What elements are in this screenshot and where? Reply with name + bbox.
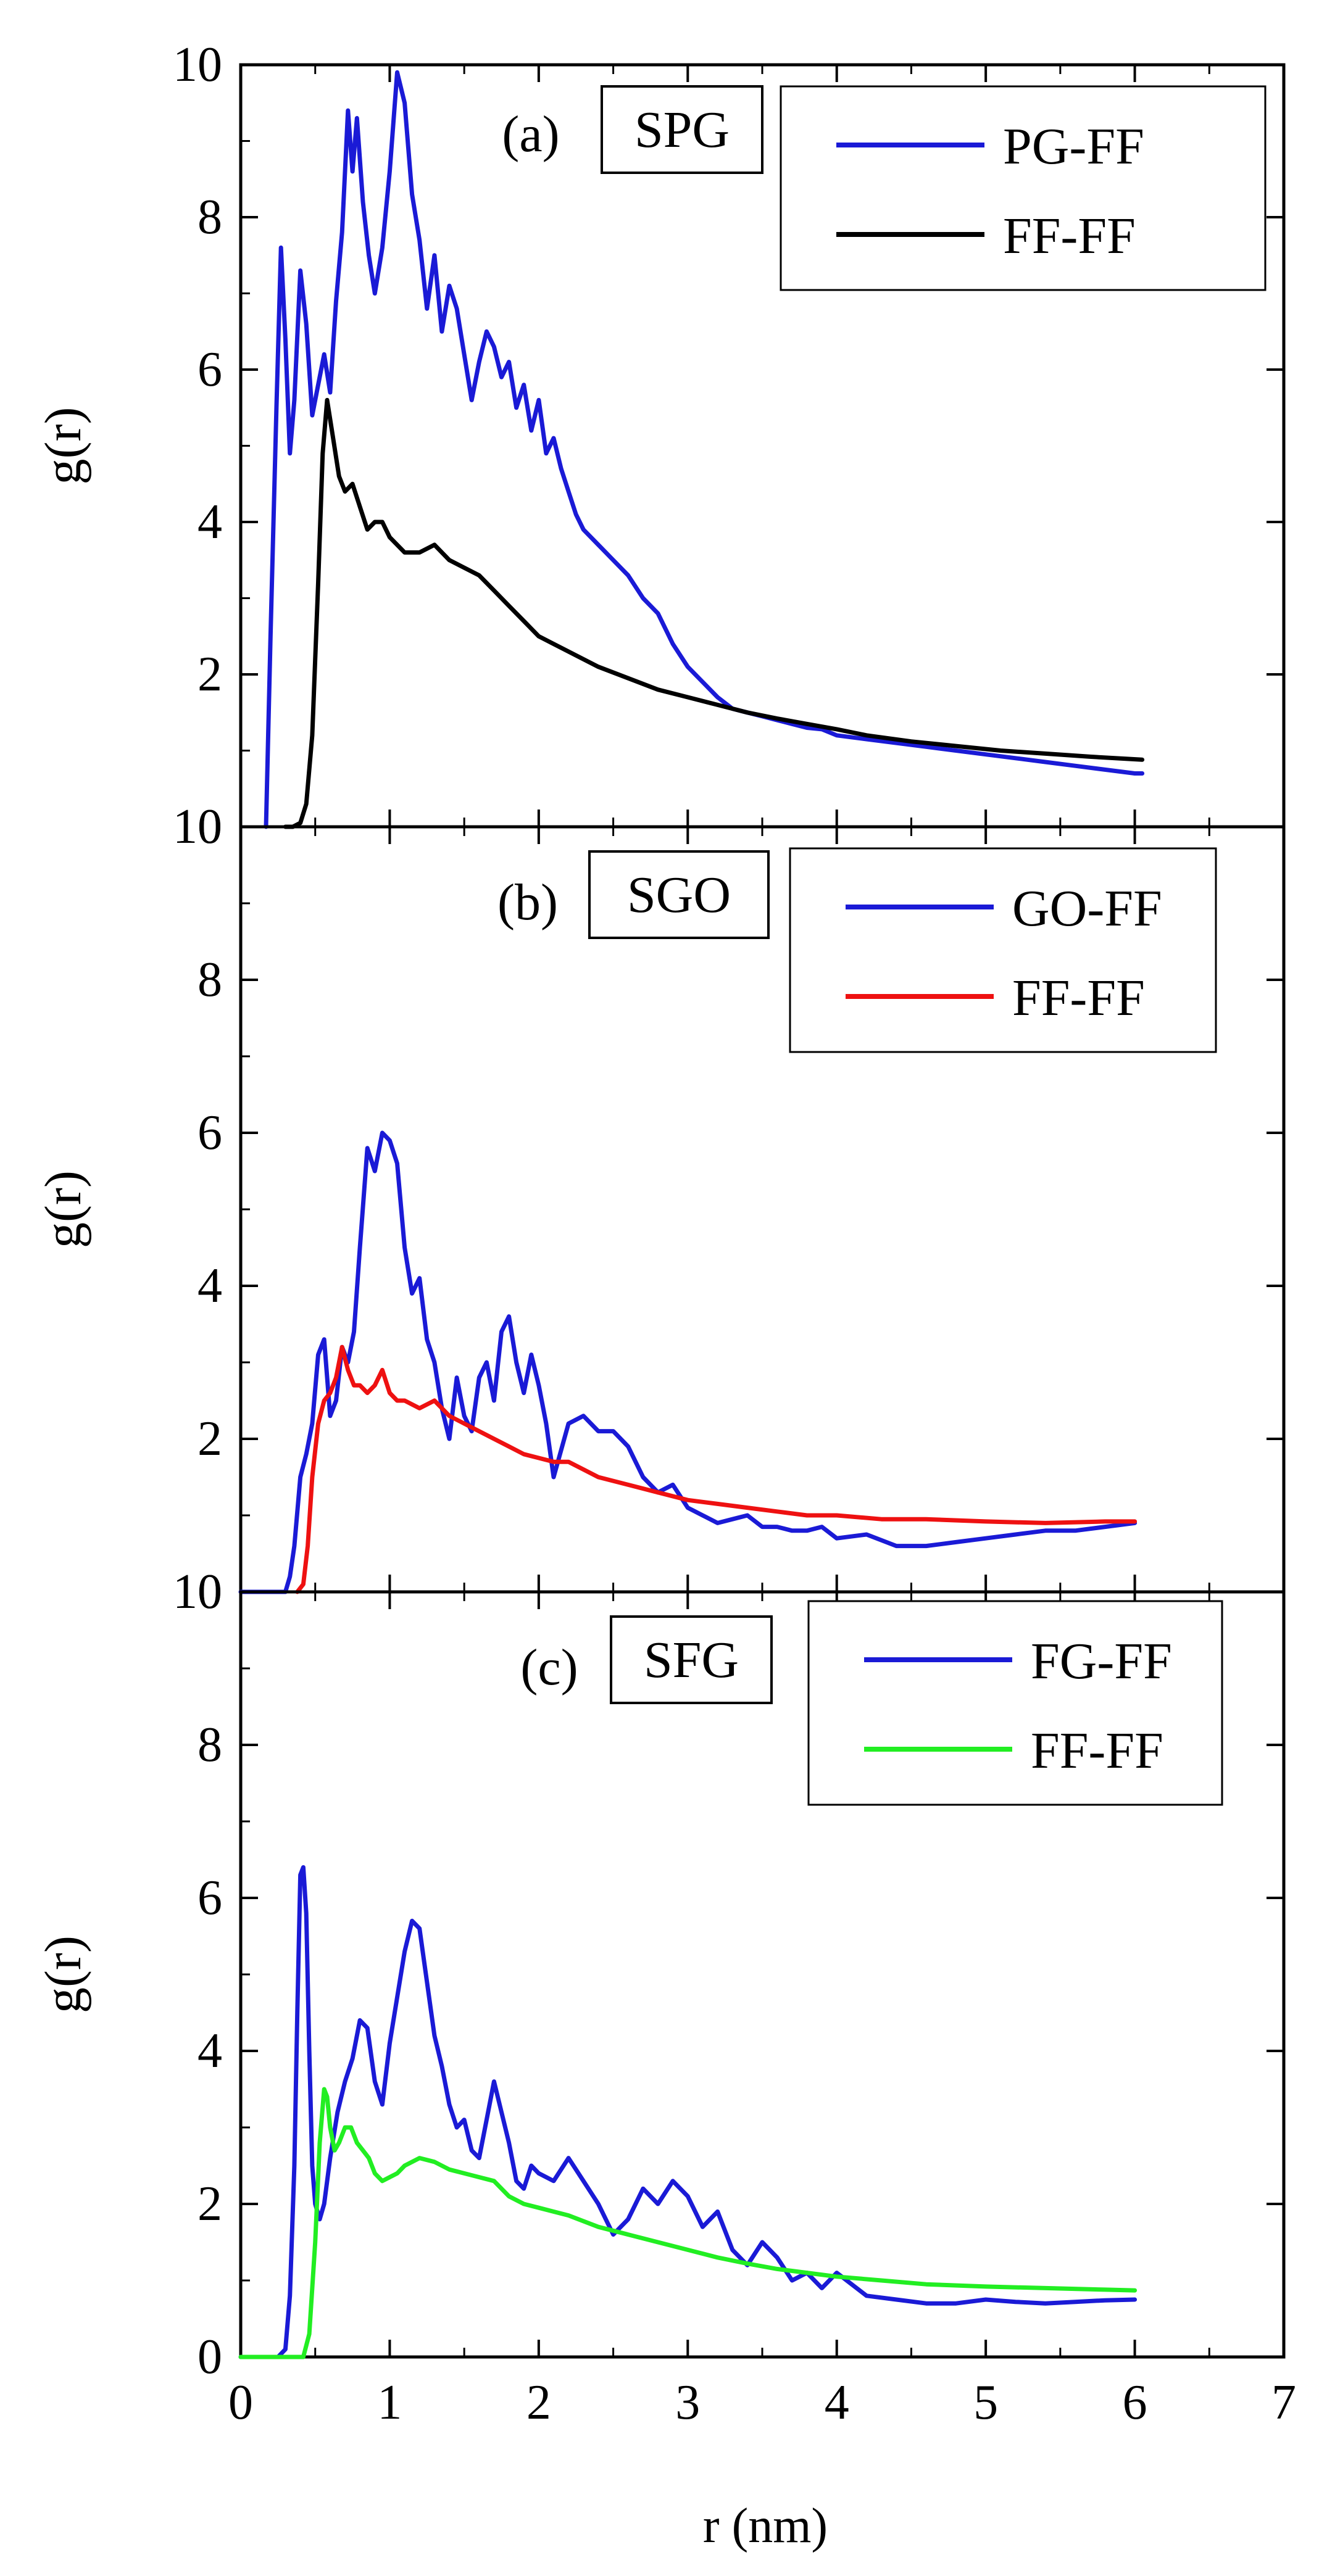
y-tick-label: 4: [198, 2024, 222, 2078]
y-tick-label: 10: [173, 800, 222, 854]
legend-label: PG-FF: [1003, 118, 1144, 175]
x-axis-label: r (nm): [703, 2499, 828, 2553]
system-label-box: [601, 85, 763, 174]
y-tick-label: 8: [198, 1718, 222, 1772]
y-tick-label: 4: [198, 1259, 222, 1313]
y-axis-label: g(r): [35, 1170, 92, 1248]
y-tick-label: 8: [198, 190, 222, 244]
series-line-ff-ff: [295, 1344, 1138, 1594]
y-tick-label: 2: [198, 1412, 222, 1466]
system-label: SGO: [627, 866, 731, 924]
x-tick-label: 4: [825, 2375, 849, 2430]
panel-a: 10 2 4 6 8 10 g(r) (a) SPG PG-FF FF-FF: [35, 38, 1286, 854]
system-label: SPG: [634, 101, 730, 159]
y-tick-label: 2: [198, 647, 222, 702]
x-tick-label: 1: [377, 2375, 402, 2430]
y-tick-label: 6: [198, 1871, 222, 1925]
system-label-box: [610, 1615, 773, 1704]
y-tick-label: 2: [198, 2177, 222, 2231]
y-tick-label: 10: [173, 1565, 222, 1619]
legend-label: FF-FF: [1031, 1722, 1163, 1779]
system-label-box: [588, 850, 770, 939]
y-axis-label: g(r): [35, 1936, 92, 2013]
x-tick-label: 6: [1123, 2375, 1147, 2430]
y-tick-label: 8: [198, 953, 222, 1007]
y-tick-label: 6: [198, 1106, 222, 1160]
legend-box: [780, 85, 1267, 291]
series-line-pg-ff: [264, 70, 1145, 829]
series-line-ff-ff: [283, 397, 1145, 829]
series-line-ff-ff: [238, 2087, 1138, 2359]
legend-box: [807, 1600, 1223, 1806]
legend-box: [789, 847, 1217, 1053]
legend-label: FG-FF: [1031, 1633, 1172, 1690]
y-tick-label: 10: [173, 800, 222, 854]
panel-label: (c): [520, 1639, 578, 1696]
y-tick-label: 10: [173, 1565, 222, 1619]
legend-label: FF-FF: [1012, 969, 1145, 1027]
x-tick-label: 2: [526, 2375, 551, 2430]
x-tick-label: 7: [1271, 2375, 1296, 2430]
panel-label: (a): [502, 106, 559, 163]
y-tick-label: 10: [173, 38, 222, 92]
y-tick-label: 0: [198, 2330, 222, 2384]
legend-label: GO-FF: [1012, 880, 1162, 937]
panel-label: (b): [497, 874, 558, 931]
x-tick-label: 0: [228, 2375, 253, 2430]
legend-label: FF-FF: [1003, 207, 1136, 265]
system-label: SFG: [644, 1631, 739, 1689]
y-tick-label: 6: [198, 342, 222, 397]
y-axis-label: g(r): [35, 407, 92, 485]
panel-c: 0 2 4 6 8 10 0 1 2 3 4 5 6 7 g(r) (c) SFG FG-FF FF-FF: [35, 1565, 1296, 2430]
panel-b: 10 2 4 6 8 10 g(r) (b) SGO GO-FF FF-FF: [35, 800, 1286, 1619]
y-tick-label: 4: [198, 495, 222, 549]
x-tick-label: 5: [973, 2375, 998, 2430]
x-tick-label: 3: [675, 2375, 700, 2430]
series-line-fg-ff: [238, 1865, 1138, 2359]
